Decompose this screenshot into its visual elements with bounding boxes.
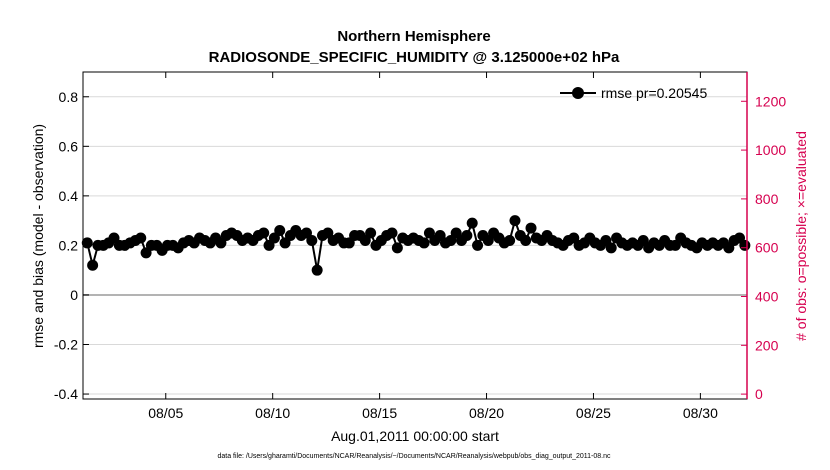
rmse-point	[274, 225, 286, 237]
rmse-point	[87, 259, 99, 271]
axes: 08/05 08/10 08/15 08/20 08/25 08/30 -0.4 -0.2 0 0…	[54, 72, 786, 421]
x-tick-label: 08/15	[362, 405, 397, 421]
y-tick-label: 0.8	[59, 89, 79, 105]
legend: rmse pr=0.20545	[560, 85, 707, 101]
x-tick-label: 08/25	[576, 405, 611, 421]
x-tick-label: 08/10	[255, 405, 290, 421]
y-tick-label-right: 400	[755, 289, 779, 305]
y-tick-label: 0.6	[59, 138, 79, 154]
y-tick-label-right: 0	[755, 386, 763, 402]
legend-marker	[572, 87, 584, 99]
y-tick-label: -0.4	[54, 386, 78, 402]
y-tick-label: 0	[70, 287, 78, 303]
x-axis-label: Aug.01,2011 00:00:00 start	[331, 428, 499, 444]
y-tick-label-right: 1000	[755, 142, 786, 158]
rmse-point	[605, 242, 617, 254]
rmse-point	[739, 239, 751, 251]
rmse-point	[418, 237, 430, 249]
rmse-point	[391, 242, 403, 254]
y-tick-label: 0.2	[59, 237, 79, 253]
rmse-point	[504, 234, 516, 246]
rmse-point	[135, 232, 147, 244]
legend-label: rmse pr=0.20545	[601, 85, 707, 101]
data-file-footnote: data file: /Users/gharamti/Documents/NCA…	[217, 453, 611, 460]
x-tick-label: 08/30	[683, 405, 718, 421]
rmse-point	[472, 239, 484, 251]
rmse-point	[258, 227, 270, 239]
rmse-point	[509, 215, 521, 227]
rmse-point	[386, 227, 398, 239]
y-axis-label-right: # of obs: o=possible; ×=evaluated	[793, 131, 809, 341]
rmse-point	[311, 264, 323, 276]
rmse-point	[306, 234, 318, 246]
y-axis-label: rmse and bias (model - observation)	[30, 124, 46, 348]
rmse-point	[365, 227, 377, 239]
series-layer	[81, 215, 751, 276]
chart-subtitle: RADIOSONDE_SPECIFIC_HUMIDITY @ 3.125000e…	[209, 49, 620, 66]
y-tick-label-right: 1200	[755, 93, 786, 109]
y-tick-label-right: 200	[755, 337, 779, 353]
rmse-point	[461, 230, 473, 241]
y-tick-label: 0.4	[59, 188, 79, 204]
chart-title: Northern Hemisphere	[337, 28, 490, 45]
rmse-point	[466, 217, 478, 229]
y-tick-label: -0.2	[54, 337, 78, 353]
rmse-point	[520, 234, 532, 246]
y-tick-label-right: 600	[755, 240, 779, 256]
x-tick-label: 08/20	[469, 405, 504, 421]
rmse-point	[525, 222, 537, 234]
y-tick-label-right: 800	[755, 191, 779, 207]
x-tick-label: 08/05	[148, 405, 183, 421]
